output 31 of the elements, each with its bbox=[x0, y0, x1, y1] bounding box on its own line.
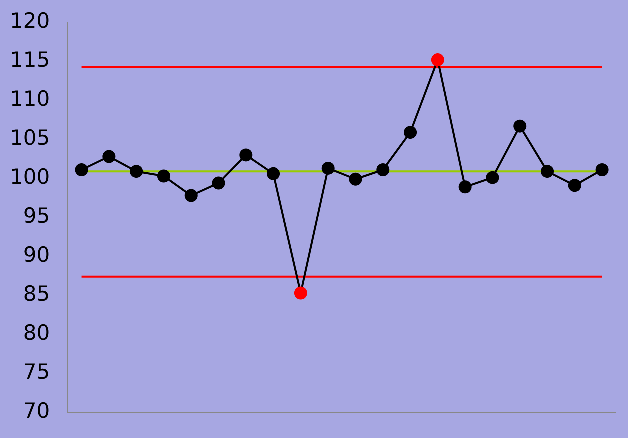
point bbox=[514, 120, 527, 133]
point bbox=[458, 180, 472, 194]
point bbox=[130, 165, 144, 178]
point bbox=[404, 126, 418, 140]
point bbox=[568, 179, 582, 192]
point bbox=[212, 176, 226, 190]
point bbox=[184, 189, 198, 202]
point bbox=[349, 172, 362, 186]
point bbox=[486, 171, 500, 184]
y-tick-label: 120 bbox=[10, 9, 50, 34]
y-tick-label: 115 bbox=[10, 48, 50, 72]
point bbox=[240, 148, 253, 162]
y-tick-label: 85 bbox=[23, 282, 50, 306]
point bbox=[596, 164, 609, 177]
y-tick-label: 90 bbox=[23, 243, 50, 268]
point bbox=[75, 164, 88, 177]
point bbox=[431, 54, 444, 67]
point bbox=[157, 170, 170, 183]
y-tick-label: 70 bbox=[23, 399, 50, 424]
point bbox=[102, 150, 116, 164]
y-tick-label: 75 bbox=[23, 360, 50, 384]
y-tick-label: 80 bbox=[23, 321, 50, 346]
y-tick-label: 110 bbox=[10, 87, 50, 112]
point bbox=[322, 162, 335, 175]
point bbox=[267, 167, 280, 180]
y-tick-label: 100 bbox=[10, 165, 50, 190]
point bbox=[541, 165, 554, 178]
y-tick-label: 95 bbox=[23, 204, 50, 228]
point bbox=[376, 164, 390, 177]
point bbox=[294, 286, 308, 300]
y-tick-label: 105 bbox=[10, 126, 50, 150]
